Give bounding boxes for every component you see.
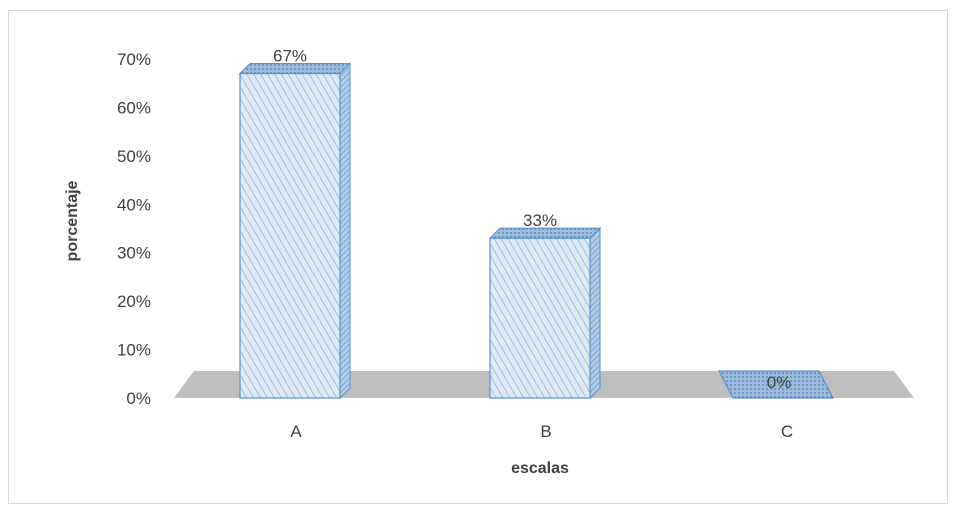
bar-c	[718, 370, 834, 399]
y-tick-label: 60%	[117, 98, 151, 117]
bar-chart: 0% 10% 20% 30% 40% 50% 60% 70% 67% 33% 0% A B C por…	[64, 47, 914, 477]
y-axis-title: porcentaje	[64, 180, 81, 261]
y-tick-label: 0%	[126, 389, 151, 408]
bar-front-face	[239, 72, 341, 399]
y-axis: 0% 10% 20% 30% 40% 50% 60% 70%	[117, 50, 151, 408]
y-tick-label: 10%	[117, 341, 151, 360]
y-tick-label: 30%	[117, 244, 151, 263]
bar-b	[488, 226, 602, 400]
x-tick-label: A	[290, 422, 302, 441]
x-axis-title: escalas	[511, 460, 569, 477]
y-tick-label: 50%	[117, 147, 151, 166]
chart-frame: 0% 10% 20% 30% 40% 50% 60% 70% 67% 33% 0% A B C por…	[8, 10, 948, 504]
bar-side-face	[339, 62, 351, 400]
x-axis: A B C	[290, 422, 793, 441]
data-label: 33%	[523, 211, 557, 230]
y-tick-label: 40%	[117, 195, 151, 214]
bars-group: 67% 33% 0%	[238, 47, 834, 400]
x-tick-label: B	[540, 422, 551, 441]
data-label: 0%	[767, 373, 792, 392]
x-tick-label: C	[781, 422, 793, 441]
bar-a	[238, 62, 352, 400]
data-label: 67%	[273, 47, 307, 66]
bar-side-face	[589, 226, 601, 400]
y-tick-label: 20%	[117, 292, 151, 311]
bar-front-face	[489, 237, 591, 399]
bar-top-face	[718, 370, 834, 399]
y-tick-label: 70%	[117, 50, 151, 69]
